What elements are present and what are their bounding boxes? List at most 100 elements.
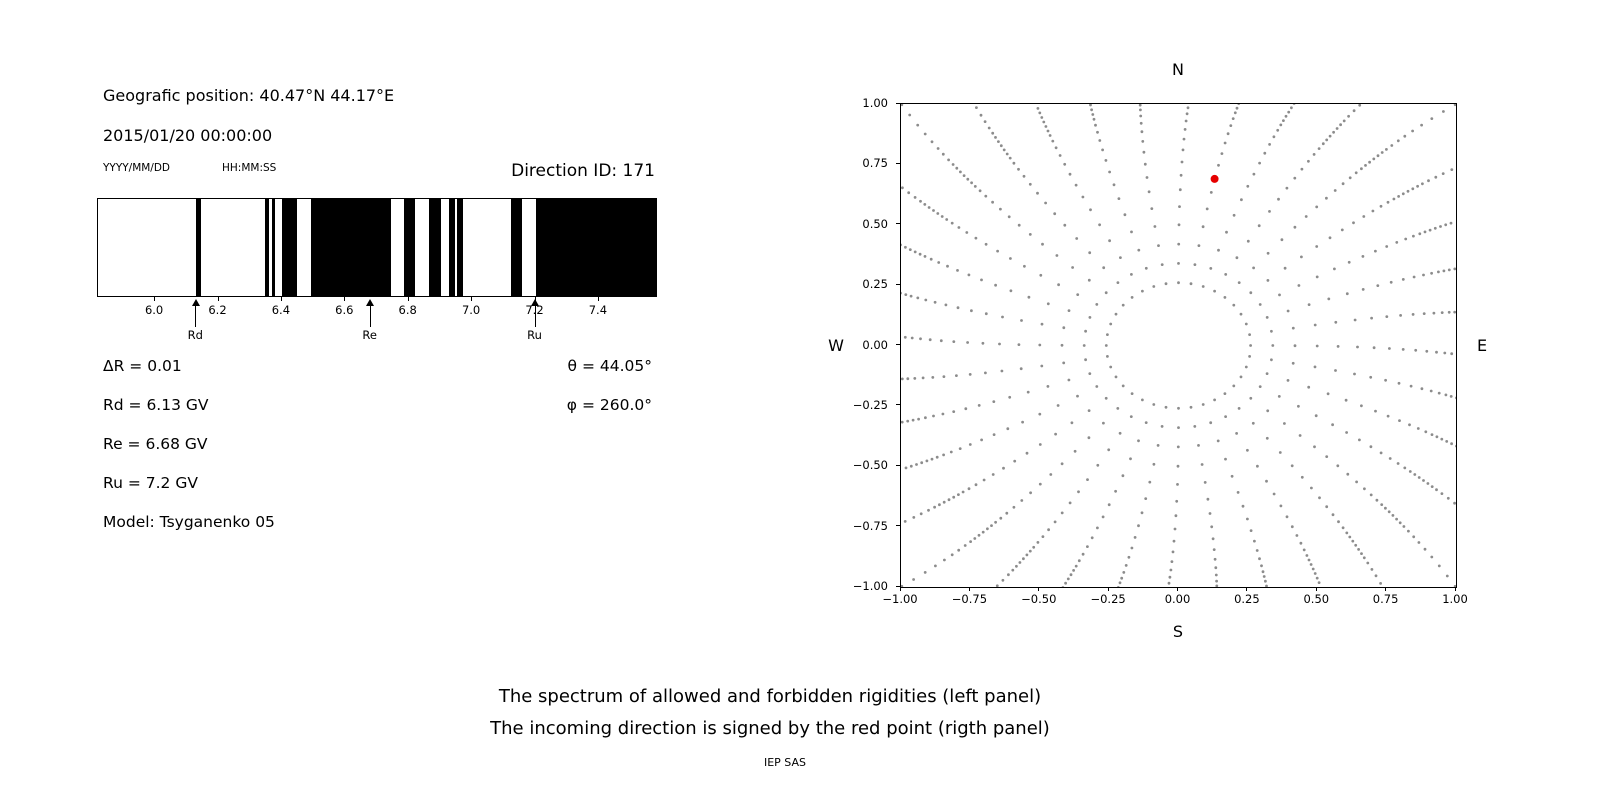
direction-grid-dot [1036,191,1039,195]
direction-grid-dot [952,495,956,499]
direction-grid-dot [1094,123,1097,127]
caption-line-2: The incoming direction is signed by the … [490,718,1050,739]
direction-grid-dot [1398,521,1402,525]
direction-grid-dot [1096,526,1099,530]
direction-grid-dot [1271,344,1275,347]
direction-grid-dot [1325,455,1329,458]
direction-grid-dot [1178,188,1182,192]
direction-grid-dot [1025,553,1029,557]
direction-grid-dot [1374,249,1377,253]
direction-grid-dot [1412,535,1416,539]
direction-grid-dot [918,252,922,256]
direction-id-label: Direction ID: 171 [511,161,655,181]
direction-grid-dot [1420,123,1423,127]
direction-x-tick-label: 0.50 [1303,592,1330,606]
direction-grid-dot [1265,584,1268,588]
direction-grid-dot [1129,415,1133,418]
direction-grid-dot [1321,142,1325,146]
direction-grid-dot [924,416,927,420]
direction-grid-dot [900,377,904,381]
direction-grid-dot [1237,281,1241,284]
direction-grid-dot [1360,552,1363,555]
direction-grid-dot [1018,561,1022,564]
spectrum-x-tick-label: 6.6 [335,303,354,317]
direction-grid-dot [1129,457,1132,461]
direction-grid-dot [1265,436,1269,440]
direction-y-tick-label: −0.75 [852,518,888,533]
direction-grid-dot [908,113,912,117]
spectrum-x-tick [217,297,219,301]
direction-grid-dot [947,498,951,502]
direction-grid-dot [1157,244,1160,248]
direction-grid-dot [1123,213,1127,217]
direction-grid-dot [931,376,935,379]
direction-grid-dot [1257,224,1261,228]
direction-grid-dot [1197,244,1201,248]
direction-grid-dot [992,400,996,403]
direction-grid-dot [1116,281,1120,284]
direction-grid-dot [1177,242,1181,246]
direction-grid-dot [1366,561,1370,565]
direction-grid-dot [919,199,922,203]
direction-y-tick-label: 0.50 [862,216,888,231]
direction-grid-dot [1279,504,1283,508]
direction-grid-dot [977,533,981,537]
direction-grid-dot [1214,573,1218,577]
forbidden-rigidity-band [429,199,441,296]
direction-grid-dot [1261,570,1265,574]
direction-grid-dot [1277,197,1280,201]
direction-grid-dot [1235,106,1239,110]
direction-grid-dot [1450,442,1453,446]
direction-grid-dot [1173,527,1177,531]
direction-grid-dot [974,483,978,487]
direction-grid-dot [908,248,912,252]
direction-grid-dot [946,264,949,268]
direction-x-tick [1246,587,1248,591]
direction-grid-dot [1108,170,1111,174]
forbidden-rigidity-band [271,199,275,296]
marker-arrow-icon [366,299,375,306]
direction-grid-dot [1141,289,1144,293]
direction-grid-dot [1455,444,1458,448]
direction-grid-dot [1041,242,1044,246]
direction-grid-dot [991,200,994,204]
direction-grid-dot [1038,412,1042,416]
ru-value: Ru = 7.2 GV [103,474,198,492]
direction-grid-dot [1437,564,1441,568]
direction-grid-dot [1077,490,1080,494]
direction-grid-dot [1283,266,1287,270]
direction-grid-dot [1212,548,1216,551]
direction-grid-dot [1340,228,1344,232]
direction-grid-dot [1213,398,1216,402]
direction-grid-dot [1168,575,1172,579]
direction-grid-dot [999,207,1002,211]
direction-grid-dot [1355,480,1358,484]
direction-grid-dot [1109,322,1113,326]
direction-grid-dot [1440,492,1444,495]
direction-grid-dot [1361,255,1365,258]
direction-grid-dot [1244,322,1248,326]
datetime-label: 2015/01/20 00:00:00 [103,126,273,145]
direction-grid-dot [909,464,913,468]
direction-grid-dot [930,457,934,461]
direction-grid-dot [950,221,954,225]
direction-grid-dot [1406,189,1410,193]
direction-grid-dot [1246,239,1250,243]
direction-grid-dot [1089,208,1092,212]
direction-grid-dot [1390,144,1394,147]
direction-grid-dot [1450,352,1454,356]
direction-plot [899,102,1458,589]
spectrum-x-tick [154,297,156,301]
marker-label: Re [362,328,377,342]
direction-grid-dot [1374,574,1378,578]
rigidity-spectrum-axis: 6.0 6.2 6.4 6.6 6.8 7.0 7.2 7.4 Rd Re Ru [97,297,655,347]
direction-grid-dot [1098,223,1101,227]
direction-grid-dot [1430,433,1434,436]
direction-grid-dot [1369,493,1373,497]
direction-grid-dot [1402,525,1406,528]
spectrum-x-tick-label: 7.2 [515,303,555,317]
direction-grid-dot [973,185,977,188]
direction-grid-dot [1244,365,1248,369]
direction-grid-dot [1087,436,1091,440]
direction-grid-dot [1335,127,1339,130]
